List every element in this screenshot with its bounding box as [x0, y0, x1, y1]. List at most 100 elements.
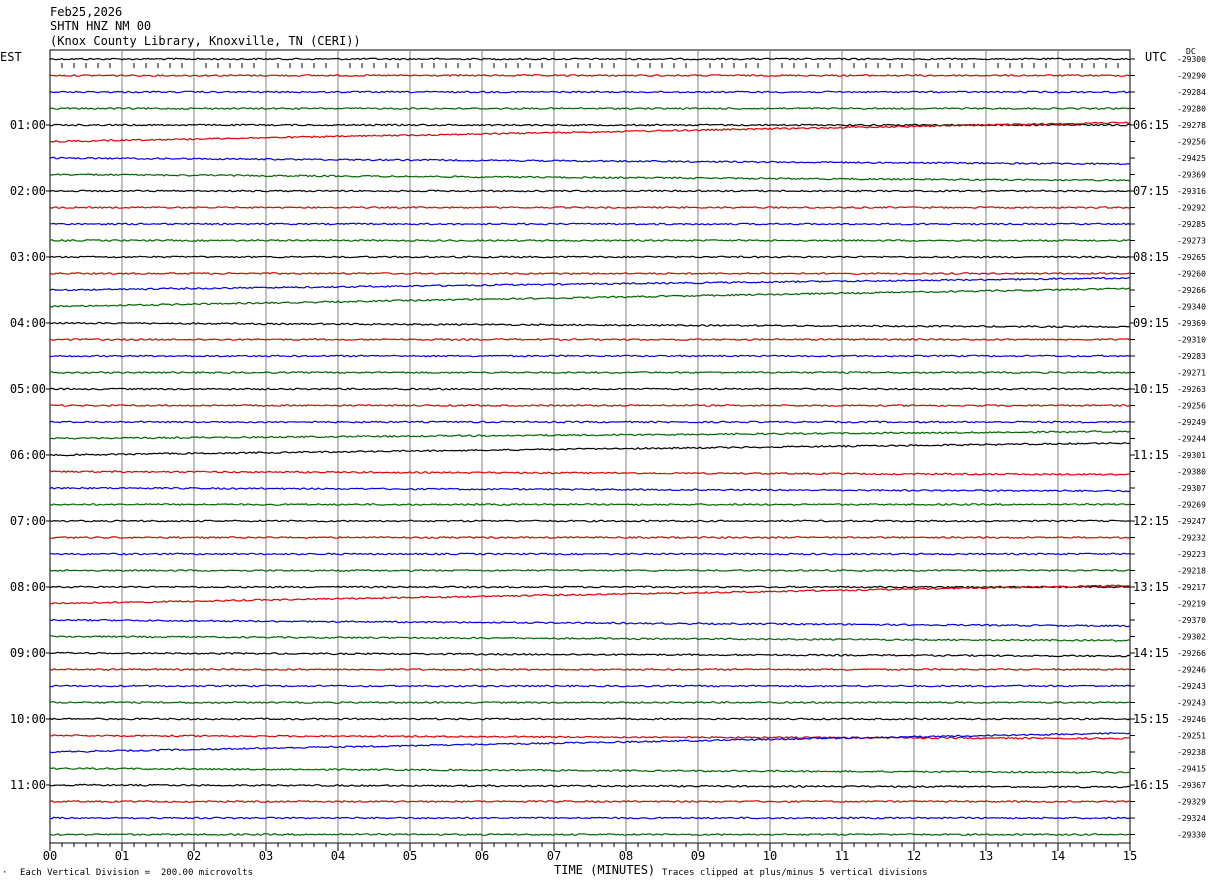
header-location: (Knox County Library, Knoxville, TN (CER…: [50, 34, 361, 48]
x-tick-label: 12: [907, 849, 921, 863]
dc-offset-label: -29290: [1177, 72, 1206, 81]
trace-line: [49, 635, 1131, 642]
x-tick-label: 09: [691, 849, 705, 863]
dc-offset-label: -29380: [1177, 468, 1206, 477]
trace-line: [49, 90, 1131, 94]
dc-offset-label: -29285: [1177, 220, 1206, 229]
trace-line: [49, 470, 1130, 476]
left-hour-label: 03:00: [10, 250, 46, 264]
dc-offset-label: -29370: [1177, 616, 1206, 625]
dc-offset-label: -29329: [1177, 798, 1206, 807]
trace-line: [49, 57, 1131, 61]
left-hour-label: 06:00: [10, 448, 46, 462]
trace-line: [49, 816, 1131, 820]
dc-offset-label: -29256: [1177, 138, 1206, 147]
dc-offset-label: -29301: [1177, 451, 1206, 460]
trace-line: [49, 321, 1131, 329]
right-hour-label: 15:15: [1133, 712, 1169, 726]
trace-line: [49, 584, 1131, 605]
trace-line: [49, 370, 1131, 375]
x-tick-label: 01: [115, 849, 129, 863]
right-timezone-label: UTC: [1145, 50, 1167, 64]
left-hour-label: 07:00: [10, 514, 46, 528]
trace-line: [49, 783, 1131, 789]
dc-offset-label: -29218: [1177, 567, 1206, 576]
left-hour-label: 11:00: [10, 778, 46, 792]
trace-line: [49, 568, 1131, 573]
trace-line: [49, 717, 1131, 721]
dc-offset-label: -29300: [1177, 55, 1206, 64]
dc-offset-label: -29219: [1177, 600, 1206, 609]
dc-offset-label: -29260: [1177, 270, 1206, 279]
x-tick-label: 15: [1123, 849, 1137, 863]
dc-offset-label: -29244: [1177, 435, 1206, 444]
trace-line: [49, 156, 1131, 166]
dc-offset-label: -29223: [1177, 550, 1206, 559]
x-tick-label: 07: [547, 849, 561, 863]
trace-line: [49, 337, 1131, 342]
dc-offset-label: -29425: [1177, 154, 1206, 163]
trace-line: [49, 700, 1130, 705]
trace-line: [49, 731, 1131, 754]
dc-offset-label: -29246: [1177, 715, 1206, 724]
dc-offset-label: -29247: [1177, 517, 1206, 526]
left-hour-label: 10:00: [10, 712, 46, 726]
right-hour-label: 11:15: [1133, 448, 1169, 462]
trace-line: [49, 106, 1131, 110]
trace-line: [49, 387, 1131, 391]
trace-line: [49, 552, 1131, 556]
dc-offset-label: -29232: [1177, 534, 1206, 543]
right-hour-label: 09:15: [1133, 316, 1169, 330]
dc-offset-label: -29243: [1177, 699, 1206, 708]
x-axis-title: TIME (MINUTES): [554, 863, 656, 877]
dc-offset-label: -29273: [1177, 237, 1206, 246]
x-tick-label: 08: [619, 849, 633, 863]
corner-mark: ·: [2, 868, 8, 878]
dc-offset-label: -29330: [1177, 831, 1206, 840]
trace-line: [49, 799, 1131, 804]
dc-offset-label: -29278: [1177, 121, 1206, 130]
scale-note: Each Vertical Division = 200.00 microvol…: [20, 868, 253, 878]
x-tick-label: 02: [187, 849, 201, 863]
header-date: Feb25,2026: [50, 5, 123, 19]
dc-offset-label: -29340: [1177, 303, 1206, 312]
x-tick-label: 06: [475, 849, 489, 863]
trace-line: [49, 734, 1130, 740]
x-tick-label: 10: [763, 849, 777, 863]
dc-offset-label: -29263: [1177, 385, 1206, 394]
right-hour-label: 06:15: [1133, 118, 1169, 132]
trace-line: [49, 354, 1131, 358]
dc-offset-label: -29324: [1177, 814, 1206, 823]
dc-offset-label: -29292: [1177, 204, 1206, 213]
trace-line: [50, 222, 1131, 226]
plot-frame: [49, 49, 1131, 844]
trace-line: [49, 189, 1131, 193]
header-station: SHTN HNZ NM 00: [50, 19, 152, 33]
dc-offset-label: -29266: [1177, 286, 1206, 295]
dc-offset-label: -29302: [1177, 633, 1206, 642]
trace-line: [49, 287, 1131, 308]
left-hour-label: 02:00: [10, 184, 46, 198]
trace-line: [49, 767, 1131, 774]
x-tick-label: 14: [1051, 849, 1065, 863]
trace-line: [49, 585, 1131, 589]
dc-offset-label: -29369: [1177, 319, 1206, 328]
right-hour-label: 16:15: [1133, 778, 1169, 792]
dc-offset-label: -29271: [1177, 369, 1206, 378]
right-hour-label: 14:15: [1133, 646, 1169, 660]
trace-line: [49, 618, 1131, 628]
trace-line: [49, 73, 1131, 78]
trace-line: [49, 238, 1131, 242]
right-hour-label: 13:15: [1133, 580, 1169, 594]
dc-label: DC: [1186, 47, 1196, 56]
clip-note: Traces clipped at plus/minus 5 vertical …: [662, 868, 928, 878]
trace-line: [49, 651, 1131, 658]
right-hour-label: 10:15: [1133, 382, 1169, 396]
trace-line: [49, 255, 1131, 259]
dc-offset-label: -29367: [1177, 781, 1206, 790]
dc-offset-label: -29284: [1177, 88, 1206, 97]
trace-line: [49, 441, 1131, 457]
trace-line: [49, 173, 1131, 182]
trace-line: [49, 420, 1131, 424]
